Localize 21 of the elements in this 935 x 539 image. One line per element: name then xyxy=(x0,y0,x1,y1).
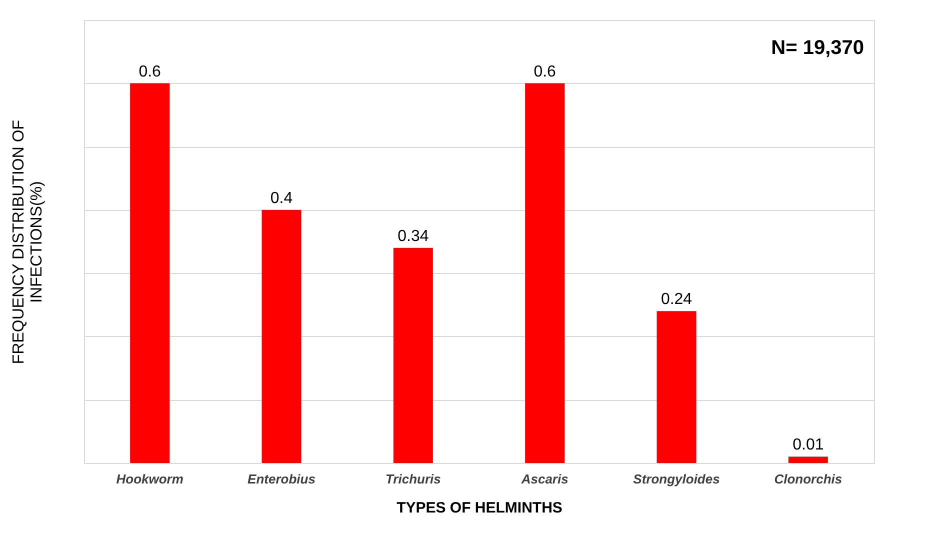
data-label: 0.24 xyxy=(660,291,692,308)
bar xyxy=(788,456,828,463)
x-tick-label: Strongyloides xyxy=(633,472,720,486)
bar xyxy=(525,83,565,463)
data-label: 0.4 xyxy=(270,190,293,207)
x-tick-label: Ascaris xyxy=(520,472,568,486)
x-tick-label: Clonorchis xyxy=(774,472,842,486)
x-tick-label: Trichuris xyxy=(385,472,441,486)
bar xyxy=(130,83,170,463)
bar xyxy=(656,311,696,463)
data-label: 0.6 xyxy=(534,63,556,80)
data-label: 0.34 xyxy=(398,228,429,245)
annotation: N= 19,370 xyxy=(771,37,864,59)
x-tick-label: Hookworm xyxy=(116,472,184,486)
data-label: 0.01 xyxy=(792,436,824,454)
bar xyxy=(393,248,433,463)
y-axis-title: FREQUENCY DISTRIBUTION OF INFECTIONS(%) xyxy=(10,120,46,364)
bar xyxy=(262,210,302,463)
data-label: 0.6 xyxy=(138,63,162,80)
x-axis-title: TYPES OF HELMINTHS xyxy=(396,500,562,516)
x-tick-label: Enterobius xyxy=(248,472,316,486)
